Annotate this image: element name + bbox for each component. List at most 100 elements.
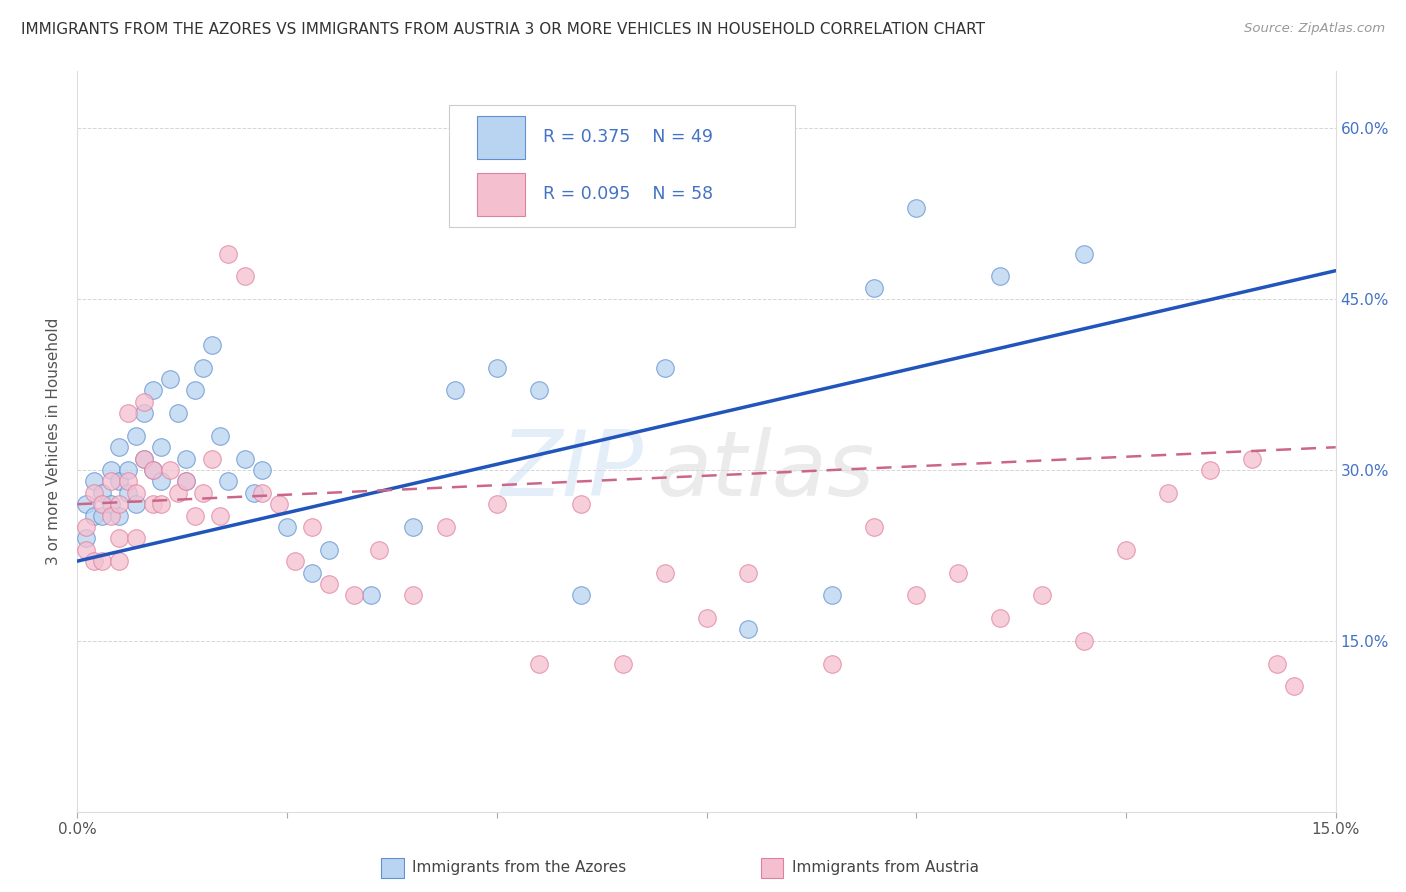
Point	[184, 384, 207, 398]
Bar	[478, 116, 526, 159]
Point	[75, 532, 97, 546]
Text: Immigrants from the Azores: Immigrants from the Azores	[412, 861, 626, 875]
Point	[242, 485, 264, 500]
Point	[125, 485, 148, 500]
Point	[159, 372, 181, 386]
Point	[208, 429, 231, 443]
Point	[108, 508, 131, 523]
Point	[217, 246, 239, 260]
Point	[612, 657, 634, 671]
Point	[100, 463, 122, 477]
Point	[1157, 485, 1180, 500]
Point	[988, 269, 1011, 284]
Point	[134, 451, 156, 466]
Text: atlas: atlas	[657, 427, 875, 516]
Point	[1115, 542, 1137, 557]
Point	[117, 485, 139, 500]
Point	[134, 406, 156, 420]
Point	[948, 566, 970, 580]
Point	[654, 360, 676, 375]
Point	[200, 451, 222, 466]
Text: Source: ZipAtlas.com: Source: ZipAtlas.com	[1244, 22, 1385, 36]
Point	[75, 542, 97, 557]
Point	[117, 406, 139, 420]
Point	[91, 508, 114, 523]
Point	[654, 566, 676, 580]
Point	[83, 508, 105, 523]
Point	[360, 588, 382, 602]
Point	[208, 508, 231, 523]
Point	[569, 497, 592, 511]
Point	[100, 497, 122, 511]
Text: IMMIGRANTS FROM THE AZORES VS IMMIGRANTS FROM AUSTRIA 3 OR MORE VEHICLES IN HOUS: IMMIGRANTS FROM THE AZORES VS IMMIGRANTS…	[21, 22, 986, 37]
Point	[91, 554, 114, 568]
Point	[250, 463, 273, 477]
Point	[91, 485, 114, 500]
Y-axis label: 3 or more Vehicles in Household: 3 or more Vehicles in Household	[46, 318, 62, 566]
Point	[863, 520, 886, 534]
Point	[108, 532, 131, 546]
Text: R = 0.375    N = 49: R = 0.375 N = 49	[543, 128, 713, 146]
Point	[485, 360, 508, 375]
Point	[125, 532, 148, 546]
Point	[167, 485, 190, 500]
Point	[167, 406, 190, 420]
Point	[988, 611, 1011, 625]
Point	[821, 588, 844, 602]
Point	[233, 451, 256, 466]
Point	[444, 384, 467, 398]
Point	[75, 497, 97, 511]
Point	[1265, 657, 1288, 671]
Point	[150, 475, 173, 489]
Point	[100, 475, 122, 489]
Point	[250, 485, 273, 500]
Point	[821, 657, 844, 671]
Point	[176, 475, 198, 489]
Point	[233, 269, 256, 284]
Point	[737, 623, 759, 637]
Point	[368, 542, 391, 557]
Point	[436, 520, 458, 534]
Point	[108, 475, 131, 489]
Point	[134, 451, 156, 466]
Point	[176, 475, 198, 489]
Point	[402, 588, 425, 602]
Point	[1199, 463, 1222, 477]
Bar	[478, 173, 526, 216]
Point	[83, 475, 105, 489]
Text: R = 0.095    N = 58: R = 0.095 N = 58	[543, 186, 713, 203]
Point	[142, 384, 165, 398]
Point	[159, 463, 181, 477]
Point	[142, 463, 165, 477]
Point	[301, 520, 323, 534]
Point	[142, 463, 165, 477]
Text: Immigrants from Austria: Immigrants from Austria	[792, 861, 979, 875]
Point	[905, 201, 928, 215]
Point	[284, 554, 307, 568]
Point	[91, 497, 114, 511]
Point	[1282, 680, 1305, 694]
Point	[485, 497, 508, 511]
Point	[108, 554, 131, 568]
Point	[863, 281, 886, 295]
Point	[1240, 451, 1263, 466]
Point	[217, 475, 239, 489]
Point	[184, 508, 207, 523]
Point	[125, 429, 148, 443]
Point	[527, 384, 550, 398]
Point	[150, 440, 173, 454]
Point	[276, 520, 298, 534]
Point	[108, 497, 131, 511]
Point	[117, 463, 139, 477]
Point	[83, 485, 105, 500]
Point	[569, 588, 592, 602]
Point	[83, 554, 105, 568]
Bar	[381, 858, 404, 878]
Text: ZIP: ZIP	[501, 427, 644, 516]
Point	[402, 520, 425, 534]
Point	[142, 497, 165, 511]
Point	[696, 611, 718, 625]
Point	[125, 497, 148, 511]
Point	[1073, 633, 1095, 648]
Point	[318, 577, 340, 591]
